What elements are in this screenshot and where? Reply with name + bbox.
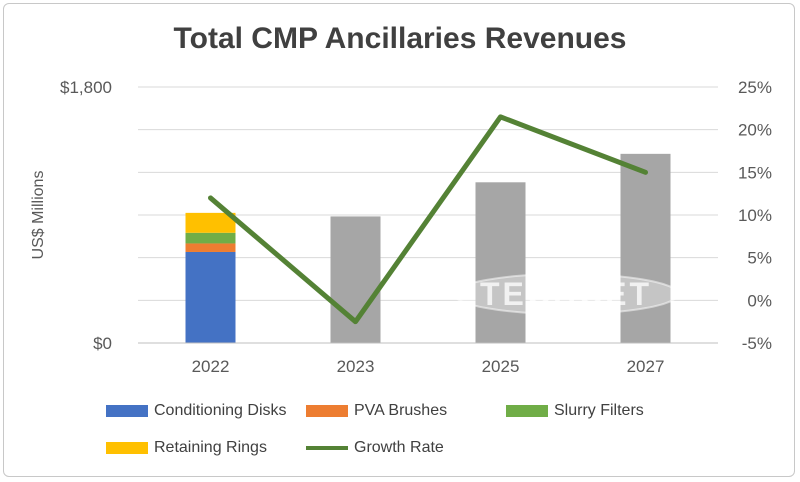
y2-tick-label: 25% <box>738 78 772 97</box>
y2-tick-label: 5% <box>747 249 772 268</box>
y-tick-label: $1,800 <box>60 78 112 97</box>
x-tick-label: 2023 <box>337 357 375 376</box>
legend-swatch <box>306 405 348 417</box>
legend-label: Conditioning Disks <box>154 402 287 419</box>
bar-segment <box>185 212 236 233</box>
bar-segment <box>185 251 236 343</box>
legend-item: Slurry Filters <box>506 402 644 420</box>
legend-label: Slurry Filters <box>554 402 644 419</box>
chart-title: Total CMP Ancillaries Revenues <box>173 22 627 55</box>
y-tick-label: $0 <box>93 334 112 353</box>
bar-segment <box>185 243 236 252</box>
legend-swatch <box>106 442 148 454</box>
bar-segment <box>475 182 526 343</box>
legend-item: Retaining Rings <box>106 439 267 457</box>
legend-label: Retaining Rings <box>154 439 267 456</box>
legend-swatch <box>506 405 548 417</box>
legend-swatch <box>306 446 348 450</box>
x-tick-label: 2025 <box>482 357 520 376</box>
growth-rate-line <box>208 114 648 325</box>
y2-tick-label: 0% <box>747 291 772 310</box>
legend-item: Growth Rate <box>306 439 444 457</box>
legend-swatch <box>106 405 148 417</box>
watermark-ellipse <box>453 273 679 315</box>
y2-tick-label: 20% <box>738 121 772 140</box>
watermark-logo: TECHCET <box>480 276 652 312</box>
x-tick-label: 2027 <box>627 357 665 376</box>
y2-tick-label: 10% <box>738 206 772 225</box>
bar-segment <box>620 153 671 343</box>
legend-item: Conditioning Disks <box>106 402 287 420</box>
legend-label: Growth Rate <box>354 439 444 456</box>
bar-segment <box>185 232 236 244</box>
y2-tick-label: 15% <box>738 163 772 182</box>
x-tick-label: 2022 <box>192 357 230 376</box>
y2-tick-label: -5% <box>742 334 772 353</box>
legend-label: PVA Brushes <box>354 402 448 419</box>
legend-item: PVA Brushes <box>306 402 447 420</box>
